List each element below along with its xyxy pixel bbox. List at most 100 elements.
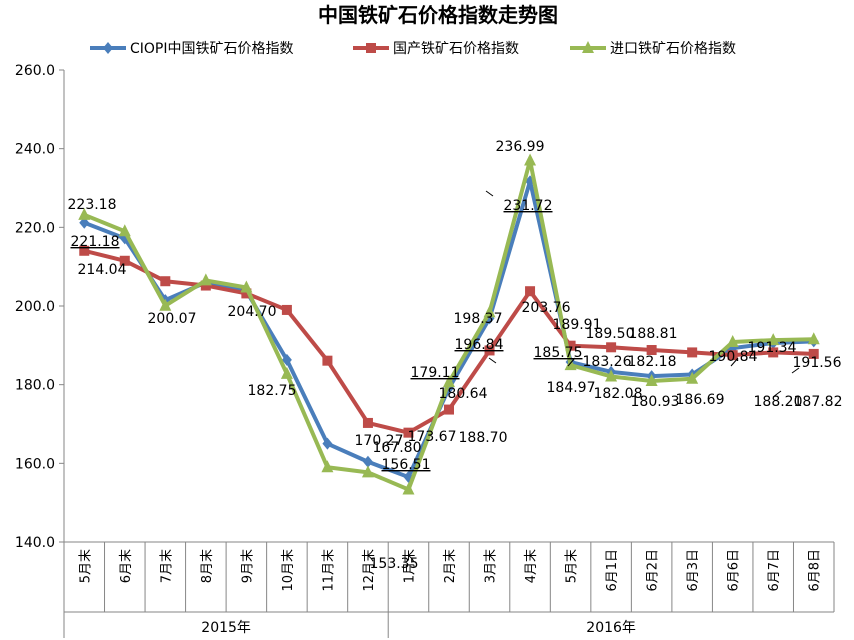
data-point <box>402 482 415 495</box>
data-label: 196.84 <box>455 337 504 353</box>
x-tick-label: 5月末 <box>78 549 93 583</box>
data-point <box>362 455 373 468</box>
legend-label: 国产铁矿石价格指数 <box>393 41 519 57</box>
data-point <box>483 305 496 318</box>
data-point <box>605 369 618 382</box>
data-label: 191.56 <box>793 355 842 371</box>
x-tick-label: 6月8日 <box>808 549 823 592</box>
x-tick-label: 7月末 <box>159 549 174 583</box>
data-label: 180.64 <box>439 386 488 402</box>
chart-title: 中国铁矿石价格指数走势图 <box>318 3 558 27</box>
data-label: 187.82 <box>794 394 843 410</box>
legend-item: CIOPI中国铁矿石价格指数 <box>90 41 294 57</box>
data-label: 231.72 <box>504 198 553 214</box>
label-leader-line <box>567 357 576 367</box>
data-point <box>727 350 738 361</box>
data-point <box>606 342 617 353</box>
x-axis: 5月末 6月末 7月末 8月末 9月末 10月末 11月末 12月末 1月末 2月末 3月末 4月末 5… <box>63 541 835 638</box>
data-label: 203.76 <box>522 300 571 316</box>
legend-marker <box>582 41 594 53</box>
x-tick-label: 5月末 <box>565 549 580 583</box>
x-tick-label: 6月末 <box>119 549 134 583</box>
x-tick-label: 6月2日 <box>646 549 661 592</box>
data-point <box>726 335 739 348</box>
data-label: 182.08 <box>594 386 643 402</box>
data-label: 179.11 <box>411 365 460 381</box>
data-label: 188.81 <box>629 326 678 342</box>
data-label: 184.97 <box>547 380 596 396</box>
data-point <box>78 207 91 220</box>
y-tick-label: 200.0 <box>15 299 55 315</box>
data-point <box>687 347 698 358</box>
data-label: 182.75 <box>248 383 297 399</box>
data-point <box>159 298 172 311</box>
x-tick-label: 8月末 <box>200 549 215 583</box>
x-tick-label: 9月末 <box>240 549 255 583</box>
data-point <box>525 286 536 297</box>
data-point <box>200 280 211 291</box>
data-point <box>240 280 253 293</box>
data-point <box>484 345 495 356</box>
data-label: 183.26 <box>583 354 632 370</box>
x-tick-label: 6月7日 <box>767 549 782 592</box>
data-label: 204.70 <box>228 304 277 320</box>
data-point <box>646 345 657 356</box>
data-labels: 223.18 221.18 214.04 200.07 204.70 182.75 170.… <box>68 139 843 572</box>
data-label: 236.99 <box>496 139 545 155</box>
data-point <box>565 340 576 351</box>
label-leader-line <box>485 190 494 197</box>
legend-item: 国产铁矿石价格指数 <box>353 41 519 57</box>
data-point <box>281 353 292 366</box>
y-tick-label: 220.0 <box>15 220 55 236</box>
data-point <box>808 348 819 359</box>
x-tick-label: 2月末 <box>443 549 458 583</box>
y-tick-label: 240.0 <box>15 142 55 158</box>
series-2 <box>79 245 819 438</box>
x-tick-label: 6月6日 <box>727 549 742 592</box>
data-label: 189.50 <box>586 326 635 342</box>
data-point <box>241 288 252 299</box>
data-label: 200.07 <box>148 311 197 327</box>
data-point <box>443 375 455 388</box>
data-label: 198.37 <box>454 311 503 327</box>
data-point <box>807 332 820 345</box>
data-label: 190.84 <box>709 349 758 365</box>
data-point <box>645 374 658 387</box>
data-label: 188.70 <box>459 430 508 446</box>
data-point <box>767 333 780 346</box>
legend-marker <box>366 43 376 53</box>
label-leader-line <box>791 367 800 374</box>
y-tick-label: 140.0 <box>15 535 55 551</box>
x-tick-label: 10月末 <box>281 549 296 592</box>
year-group-label: 2015年 <box>201 620 251 636</box>
data-point <box>199 273 212 286</box>
data-label: 214.04 <box>78 262 127 278</box>
data-point <box>321 460 334 473</box>
legend-label: 进口铁矿石价格指数 <box>610 41 736 57</box>
data-point <box>564 358 577 371</box>
x-tick-label: 4月末 <box>524 549 539 583</box>
x-tick-label: 1月末 <box>402 549 417 583</box>
x-tick-label: 3月末 <box>484 549 499 583</box>
data-point <box>322 355 333 366</box>
data-label: 153.35 <box>370 556 419 572</box>
y-tick-label: 260.0 <box>15 63 55 79</box>
x-tick-label: 6月1日 <box>605 549 620 592</box>
data-point <box>118 224 131 237</box>
data-point <box>686 371 699 384</box>
y-tick-label: 160.0 <box>15 456 55 472</box>
label-leader-line <box>730 357 739 367</box>
data-label: 170.27 <box>355 433 404 449</box>
data-point <box>444 404 454 415</box>
data-point <box>361 465 374 478</box>
series-3 <box>78 153 820 495</box>
y-axis: 140.0 160.0 180.0 200.0 220.0 240.0 260.0 <box>15 63 65 551</box>
series-layer <box>78 153 820 495</box>
data-point <box>524 153 537 166</box>
data-point <box>281 304 292 315</box>
y-tick-label: 180.0 <box>15 378 55 394</box>
data-label: 221.18 <box>71 234 120 250</box>
data-point <box>403 427 414 438</box>
